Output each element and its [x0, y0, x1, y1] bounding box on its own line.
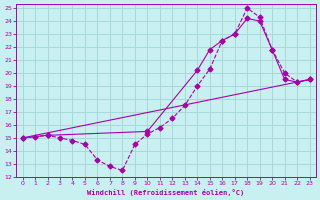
- X-axis label: Windchill (Refroidissement éolien,°C): Windchill (Refroidissement éolien,°C): [87, 189, 245, 196]
